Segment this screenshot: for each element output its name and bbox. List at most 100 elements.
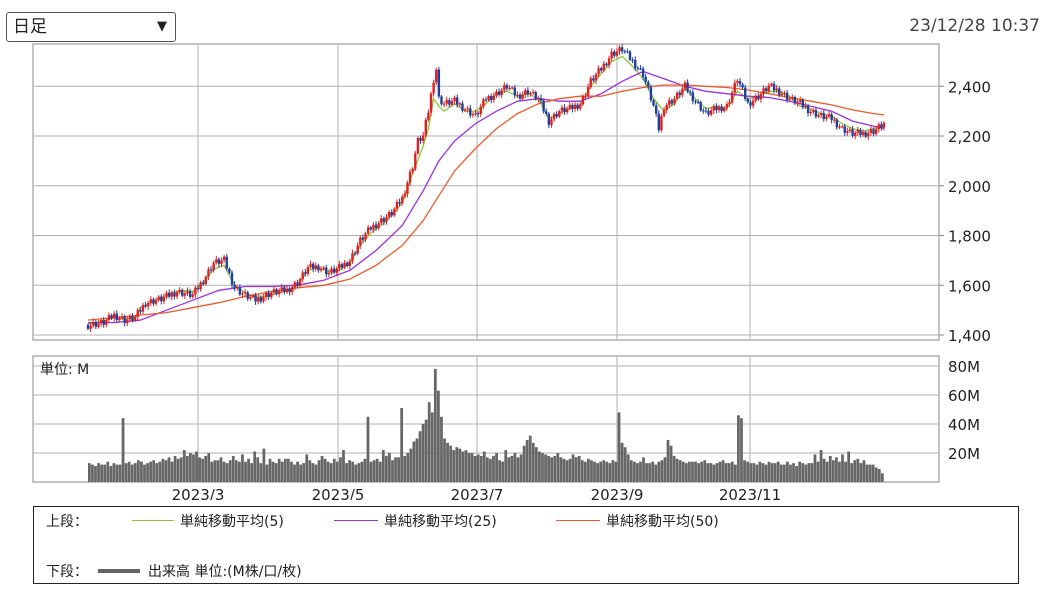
candle-body <box>830 114 833 121</box>
candle-body <box>270 292 273 297</box>
volume-bar <box>479 455 483 482</box>
legend-ma50-swatch <box>556 520 600 521</box>
volume-bar <box>219 457 223 482</box>
candle-body <box>228 268 231 273</box>
volume-bar <box>91 464 94 482</box>
candle-body <box>730 92 734 103</box>
volume-bar <box>155 463 159 482</box>
volume-bar <box>372 460 376 482</box>
volume-bar <box>841 454 844 482</box>
date-tick-label: 2023/3 <box>172 486 225 500</box>
candle-body <box>377 223 380 229</box>
candle-body <box>751 100 755 106</box>
candle-body <box>215 259 218 263</box>
volume-tick-label: 60M <box>948 387 980 405</box>
candle-body <box>416 138 420 154</box>
volume-bar <box>706 463 710 482</box>
candle-body <box>592 78 595 81</box>
volume-bar <box>749 463 753 482</box>
volume-bar <box>626 454 630 482</box>
candle-body <box>647 81 650 88</box>
volume-bar <box>562 458 566 482</box>
candle-body <box>343 262 346 268</box>
candle-body <box>204 276 208 285</box>
volume-bar <box>486 457 489 482</box>
candle-body <box>385 216 388 222</box>
volume-bar <box>531 442 535 482</box>
candle-body <box>369 227 372 230</box>
candle-body <box>319 268 323 271</box>
volume-bar <box>868 464 872 482</box>
candle-body <box>683 82 687 89</box>
candle-body <box>280 287 283 291</box>
volume-bar <box>752 463 756 482</box>
volume-bar <box>305 454 309 482</box>
volume-bar <box>302 463 306 482</box>
candle-body <box>194 287 197 295</box>
candle-body <box>704 110 708 112</box>
candle-body <box>602 63 606 71</box>
volume-bar <box>853 460 857 482</box>
candle-body <box>322 267 325 269</box>
candle-body <box>202 282 205 285</box>
candle-body <box>869 129 873 134</box>
volume-bar <box>280 461 284 482</box>
candle-body <box>547 114 551 125</box>
candle-body <box>767 85 770 92</box>
candle-body <box>288 288 291 293</box>
candle-body <box>152 299 155 304</box>
candle-body <box>115 313 119 321</box>
candle-body <box>618 47 621 52</box>
candle-body <box>110 315 113 319</box>
candle-body <box>212 262 215 271</box>
candle-body <box>92 322 95 326</box>
candle-body <box>118 318 121 321</box>
volume-bar <box>880 473 884 482</box>
candle-body <box>848 129 852 132</box>
candle-body <box>555 113 558 117</box>
candle-body <box>838 126 841 128</box>
candle-body <box>309 263 312 268</box>
candle-body <box>539 97 543 101</box>
candle-body <box>359 237 362 246</box>
volume-bar <box>164 460 168 482</box>
candle-body <box>445 100 448 104</box>
volume-bar <box>323 458 327 482</box>
candle-body <box>432 82 435 94</box>
period-select[interactable]: 日足 ▼ <box>6 12 176 42</box>
volume-bar <box>776 461 780 482</box>
legend-ma5-swatch <box>132 520 174 521</box>
volume-bar <box>773 463 777 482</box>
volume-bar <box>241 454 244 482</box>
volume-bar <box>740 418 743 482</box>
candle-body <box>419 138 422 141</box>
candle-body <box>222 256 226 261</box>
candle-body <box>778 88 781 95</box>
candle-body <box>702 110 705 112</box>
volume-bar <box>363 458 367 482</box>
volume-bar <box>440 416 443 482</box>
volume-bar <box>654 464 658 482</box>
volume-bar <box>636 463 639 482</box>
volume-bar <box>112 463 116 482</box>
candle-body <box>728 102 731 104</box>
candle-body <box>453 97 456 102</box>
date-tick-label: 2023/5 <box>312 486 365 500</box>
volume-bar <box>593 461 596 482</box>
volume-bar <box>743 460 746 482</box>
volume-bar <box>449 445 453 482</box>
candle-body <box>738 81 742 85</box>
candle-body <box>123 316 126 324</box>
volume-bar <box>534 447 538 482</box>
volume-bar <box>339 457 342 482</box>
candle-body <box>149 299 153 303</box>
volume-bar <box>482 451 486 482</box>
volume-bar <box>311 463 315 482</box>
candle-body <box>568 104 571 109</box>
volume-bar <box>354 464 358 482</box>
volume-bar <box>859 463 863 482</box>
candle-body <box>427 112 430 120</box>
candle-body <box>170 292 173 297</box>
candle-body <box>717 106 721 111</box>
volume-bar <box>170 461 174 482</box>
